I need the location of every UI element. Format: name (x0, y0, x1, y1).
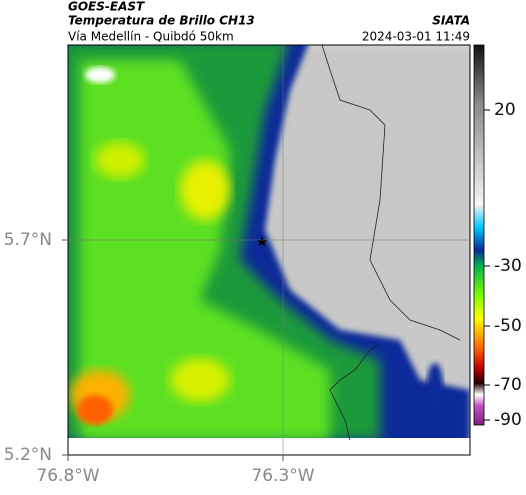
x-tick-label: 76.8°W (36, 466, 99, 486)
satellite-image (68, 45, 470, 455)
colorbar-tick-label: -30 (494, 256, 522, 276)
timestamp: 2024-03-01 11:49 (362, 30, 470, 44)
source: SIATA (432, 14, 470, 28)
colorbar (473, 44, 485, 426)
map-frame (67, 44, 471, 456)
y-tick-label: 5.7°N (4, 230, 52, 250)
y-tick-label: 5.2°N (4, 445, 52, 465)
colorbar-tick-label: -70 (494, 375, 522, 395)
colorbar-tick-label: -50 (494, 316, 522, 336)
route: Vía Medellín - Quibdó 50km (68, 30, 234, 44)
subtitle: Temperatura de Brillo CH13 (68, 14, 255, 28)
colorbar-tick-label: 20 (494, 100, 516, 120)
colorbar-tick-label: -90 (494, 410, 522, 430)
title: GOES-EAST (68, 0, 145, 14)
x-tick-label: 76.3°W (251, 466, 314, 486)
